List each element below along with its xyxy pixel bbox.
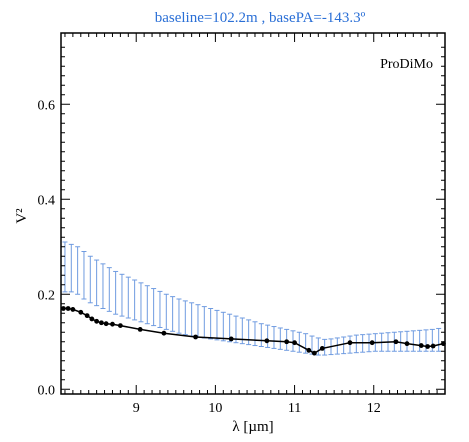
- model-point: [292, 340, 297, 346]
- y-tick-label: 0.4: [38, 193, 56, 208]
- model-point: [89, 316, 95, 322]
- model-point: [110, 321, 115, 327]
- plot-frame: [60, 32, 446, 395]
- y-axis-label: V²: [14, 208, 30, 224]
- model-point: [319, 346, 325, 351]
- model-point: [60, 306, 66, 311]
- x-tick-label: 10: [208, 401, 222, 416]
- model-point: [161, 330, 167, 336]
- model-point: [347, 340, 353, 346]
- error-bars: [62, 241, 442, 356]
- axis-ticks: [61, 33, 446, 394]
- model-point: [430, 343, 436, 349]
- x-tick-label: 9: [133, 401, 140, 416]
- model-point: [306, 347, 312, 353]
- axis-tick-labels: 9 10 11 12 0.0 0.2 0.4 0.6: [38, 98, 381, 416]
- model-point: [70, 307, 76, 312]
- y-tick-label: 0.2: [38, 288, 56, 303]
- model-point: [94, 318, 100, 324]
- model-point: [103, 321, 109, 327]
- x-tick-label: 12: [367, 401, 381, 416]
- model-point: [404, 341, 410, 347]
- model-point: [137, 327, 143, 332]
- x-tick-label: 11: [288, 401, 301, 416]
- model-point: [78, 309, 84, 315]
- model-point: [393, 339, 399, 345]
- model-point: [228, 336, 234, 342]
- model-point: [264, 338, 270, 344]
- chart-title: baseline=102.2m , basePA=-143.3º: [155, 10, 366, 26]
- model-point: [418, 343, 424, 348]
- model-point: [65, 306, 71, 311]
- y-tick-label: 0.0: [38, 383, 56, 398]
- model-point: [284, 339, 290, 345]
- model-point: [84, 313, 90, 319]
- model-point: [117, 323, 123, 328]
- model-line: [63, 307, 444, 354]
- x-axis-label: λ [µm]: [232, 419, 273, 435]
- model-point: [311, 350, 317, 356]
- model-point: [425, 344, 430, 349]
- y-tick-label: 0.6: [38, 98, 56, 113]
- model-point: [98, 320, 104, 326]
- model-annotation: ProDiMo: [380, 57, 433, 72]
- model-point: [193, 334, 198, 340]
- model-series: [60, 306, 446, 356]
- model-point: [369, 340, 375, 346]
